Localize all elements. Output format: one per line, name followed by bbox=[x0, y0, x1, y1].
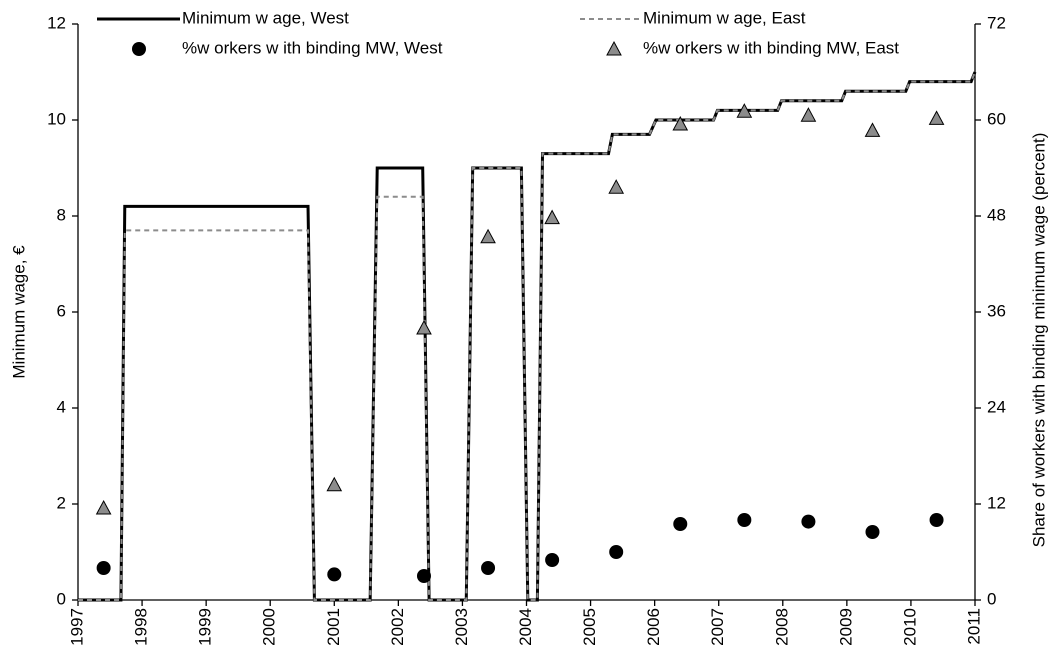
scatter-point bbox=[865, 525, 880, 539]
legend-marker bbox=[606, 40, 622, 56]
x-tick-label: 1997 bbox=[67, 608, 86, 646]
scatter-point bbox=[95, 499, 112, 515]
x-tick-label: 2006 bbox=[644, 608, 663, 646]
x-tick-label: 1998 bbox=[132, 608, 151, 646]
scatter-point bbox=[544, 209, 560, 225]
x-tick-label: 2009 bbox=[836, 608, 855, 646]
y2-tick-label: 36 bbox=[987, 301, 1006, 320]
y2-tick-label: 72 bbox=[987, 13, 1006, 32]
x-tick-label: 2007 bbox=[708, 608, 727, 646]
scatter-point bbox=[608, 179, 625, 194]
scatter-point bbox=[96, 561, 111, 575]
scatter-point bbox=[609, 545, 624, 559]
y-tick-label: 4 bbox=[57, 397, 66, 416]
legend-label: Minimum w age, West bbox=[182, 8, 349, 27]
y2-tick-label: 24 bbox=[987, 397, 1006, 416]
x-tick-label: 2008 bbox=[772, 608, 791, 646]
y2-axis-label: Share of workers with binding minimum wa… bbox=[1029, 133, 1048, 548]
scatter-point bbox=[864, 122, 881, 137]
scatter-point bbox=[480, 228, 496, 244]
scatter-point bbox=[481, 561, 496, 575]
legend-label: %w orkers w ith binding MW, East bbox=[643, 38, 899, 57]
y-tick-label: 10 bbox=[47, 109, 66, 128]
scatter-point bbox=[928, 110, 945, 125]
y-tick-label: 2 bbox=[57, 493, 66, 512]
x-tick-label: 2001 bbox=[324, 608, 343, 646]
y2-tick-label: 12 bbox=[987, 493, 1006, 512]
x-tick-label: 2000 bbox=[260, 608, 279, 646]
legend-label: Minimum w age, East bbox=[643, 8, 806, 27]
scatter-point bbox=[327, 567, 342, 582]
scatter-point bbox=[672, 115, 689, 131]
x-tick-label: 2003 bbox=[452, 608, 471, 646]
y2-tick-label: 48 bbox=[987, 205, 1006, 224]
legend-marker bbox=[132, 42, 146, 56]
scatter-point bbox=[800, 107, 817, 122]
scatter-point bbox=[326, 476, 343, 492]
y-tick-label: 6 bbox=[57, 301, 66, 320]
scatter-point bbox=[673, 517, 688, 531]
scatter-point bbox=[929, 513, 944, 527]
x-tick-label: 2011 bbox=[964, 608, 983, 645]
scatter-point bbox=[416, 569, 431, 583]
y-tick-label: 0 bbox=[57, 589, 66, 608]
x-tick-label: 2002 bbox=[388, 608, 407, 646]
x-tick-label: 2010 bbox=[900, 608, 919, 646]
line-series bbox=[78, 71, 976, 601]
x-tick-label: 2005 bbox=[580, 608, 599, 646]
legend-label: %w orkers w ith binding MW, West bbox=[182, 38, 443, 57]
x-tick-label: 1999 bbox=[196, 608, 215, 646]
scatter-point bbox=[737, 513, 752, 527]
y-axis-label: Minimum wage, € bbox=[9, 245, 28, 379]
scatter-point bbox=[416, 319, 432, 335]
line-series bbox=[78, 71, 977, 602]
y2-tick-label: 60 bbox=[987, 109, 1006, 128]
scatter-point bbox=[736, 103, 753, 118]
x-tick-label: 2004 bbox=[516, 608, 535, 646]
y-tick-label: 12 bbox=[47, 13, 66, 32]
scatter-point bbox=[801, 514, 816, 529]
y-tick-label: 8 bbox=[57, 205, 66, 224]
y2-tick-label: 0 bbox=[987, 589, 996, 608]
scatter-point bbox=[545, 553, 560, 567]
